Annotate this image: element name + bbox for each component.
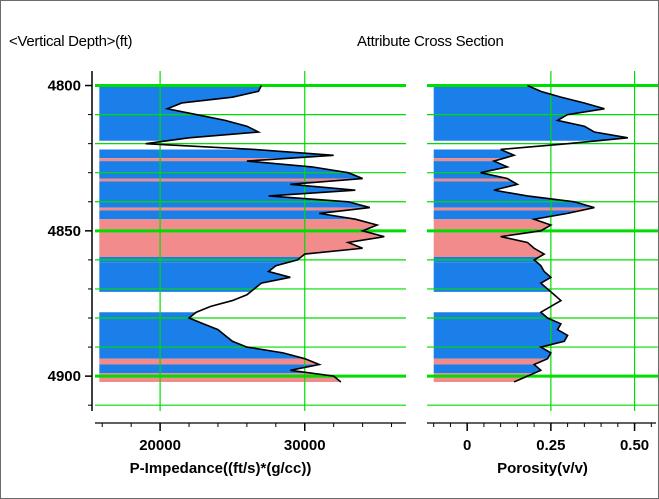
facies-fill-pink bbox=[433, 178, 513, 182]
facies-fill-pink bbox=[99, 207, 370, 211]
track-p-impedance: 20000 30000 P-Impedance((ft/s)*(g/cc)) bbox=[95, 71, 406, 477]
depth-tick-label: 4900 bbox=[48, 368, 81, 385]
facies-fill-blue bbox=[99, 210, 356, 220]
facies-fill-pink bbox=[99, 219, 385, 257]
facies-fill-pink bbox=[99, 358, 320, 365]
facies-fill-blue bbox=[433, 181, 595, 208]
depth-tick-label: 4800 bbox=[48, 78, 81, 95]
log-curve bbox=[480, 84, 629, 383]
chart-title: Attribute Cross Section bbox=[357, 33, 504, 50]
facies-fill-blue bbox=[99, 161, 363, 179]
facies-fill-blue bbox=[99, 262, 291, 292]
facies-fill-pink bbox=[99, 158, 291, 162]
facies-fill-blue bbox=[99, 85, 262, 141]
facies-fill-pink bbox=[433, 158, 504, 162]
x-tick-label: 30000 bbox=[284, 437, 326, 454]
x-tick-label: 0.25 bbox=[536, 437, 565, 454]
x-tick-label: 0.50 bbox=[620, 437, 649, 454]
x-tick-label: 20000 bbox=[139, 437, 181, 454]
log-curve bbox=[145, 85, 385, 383]
facies-fill-pink bbox=[433, 219, 551, 257]
facies-fill-blue bbox=[433, 161, 508, 179]
x-axis-label: Porosity(v/v) bbox=[497, 460, 588, 477]
depth-tick-label: 4850 bbox=[48, 223, 81, 240]
facies-fill-blue bbox=[433, 262, 551, 292]
facies-fill-pink bbox=[433, 358, 548, 365]
facies-fill-blue bbox=[433, 149, 515, 159]
facies-fill-blue bbox=[433, 364, 541, 374]
x-tick-label: 0 bbox=[463, 437, 471, 454]
facies-fill-pink bbox=[433, 207, 595, 211]
depth-axis-header: <Vertical Depth>(ft) bbox=[9, 33, 133, 50]
facies-fill-blue bbox=[433, 85, 628, 141]
x-axis-label: P-Impedance((ft/s)*(g/cc)) bbox=[130, 460, 312, 477]
facies-fill-blue bbox=[99, 181, 370, 208]
track-porosity: 0 0.25 0.50 Porosity(v/v) bbox=[427, 71, 658, 477]
facies-fill-blue bbox=[99, 364, 320, 374]
facies-fill-pink bbox=[99, 178, 363, 182]
